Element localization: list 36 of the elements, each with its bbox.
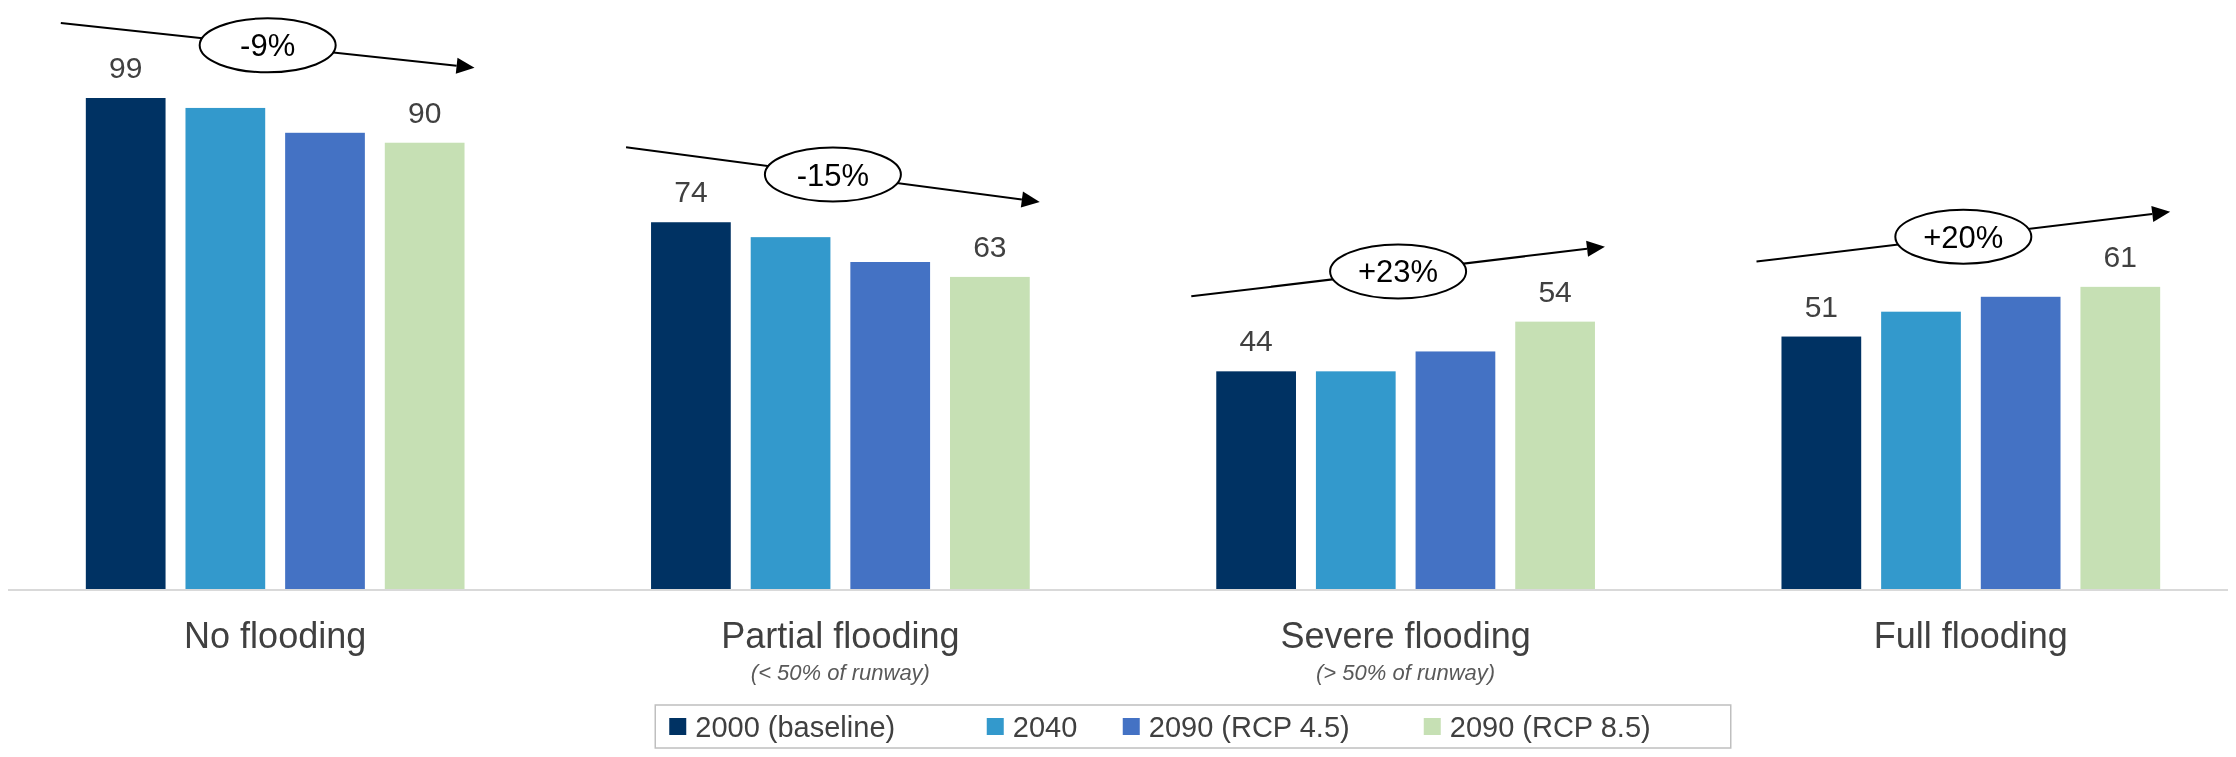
data-label: 61	[2103, 239, 2137, 273]
legend-label: 2090 (RCP 4.5)	[1148, 711, 1350, 743]
bar	[850, 262, 931, 590]
bar	[1415, 351, 1496, 590]
data-label: 90	[407, 95, 442, 129]
bar	[1781, 336, 1862, 590]
bar	[651, 222, 731, 590]
x-tick-label: Partial flooding (< 50% of runway)	[721, 615, 960, 685]
legend-label: 2000 (baseline)	[695, 711, 896, 743]
bar	[1515, 321, 1595, 590]
x-tick-label: Full flooding	[1873, 615, 2068, 656]
data-label: 44	[1239, 324, 1273, 358]
data-label: 74	[674, 175, 708, 209]
data-label: 54	[1538, 274, 1572, 308]
legend-label: 2040	[1012, 711, 1078, 743]
text: -9%	[240, 28, 296, 64]
bar	[384, 142, 465, 590]
bar	[1315, 371, 1396, 590]
x-tick-label: Severe flooding (> 50% of runway)	[1280, 615, 1531, 685]
annotation: -15%	[796, 157, 870, 193]
bar	[1980, 296, 2061, 590]
data-label: 51	[1804, 289, 1839, 323]
bar	[185, 107, 266, 590]
data-label: 63	[973, 229, 1007, 263]
bar	[750, 237, 831, 590]
bar	[285, 132, 365, 590]
bar	[85, 98, 166, 590]
bar	[2080, 286, 2161, 590]
legend-label: 2090 (RCP 8.5)	[1449, 711, 1651, 743]
bar	[950, 276, 1030, 590]
bar	[1881, 311, 1961, 590]
annotation: +20%	[1923, 219, 2004, 255]
data-label: 99	[109, 51, 143, 84]
x-tick-label: No flooding	[184, 615, 367, 656]
bar	[1216, 371, 1296, 590]
annotation: +23%	[1358, 254, 1439, 290]
